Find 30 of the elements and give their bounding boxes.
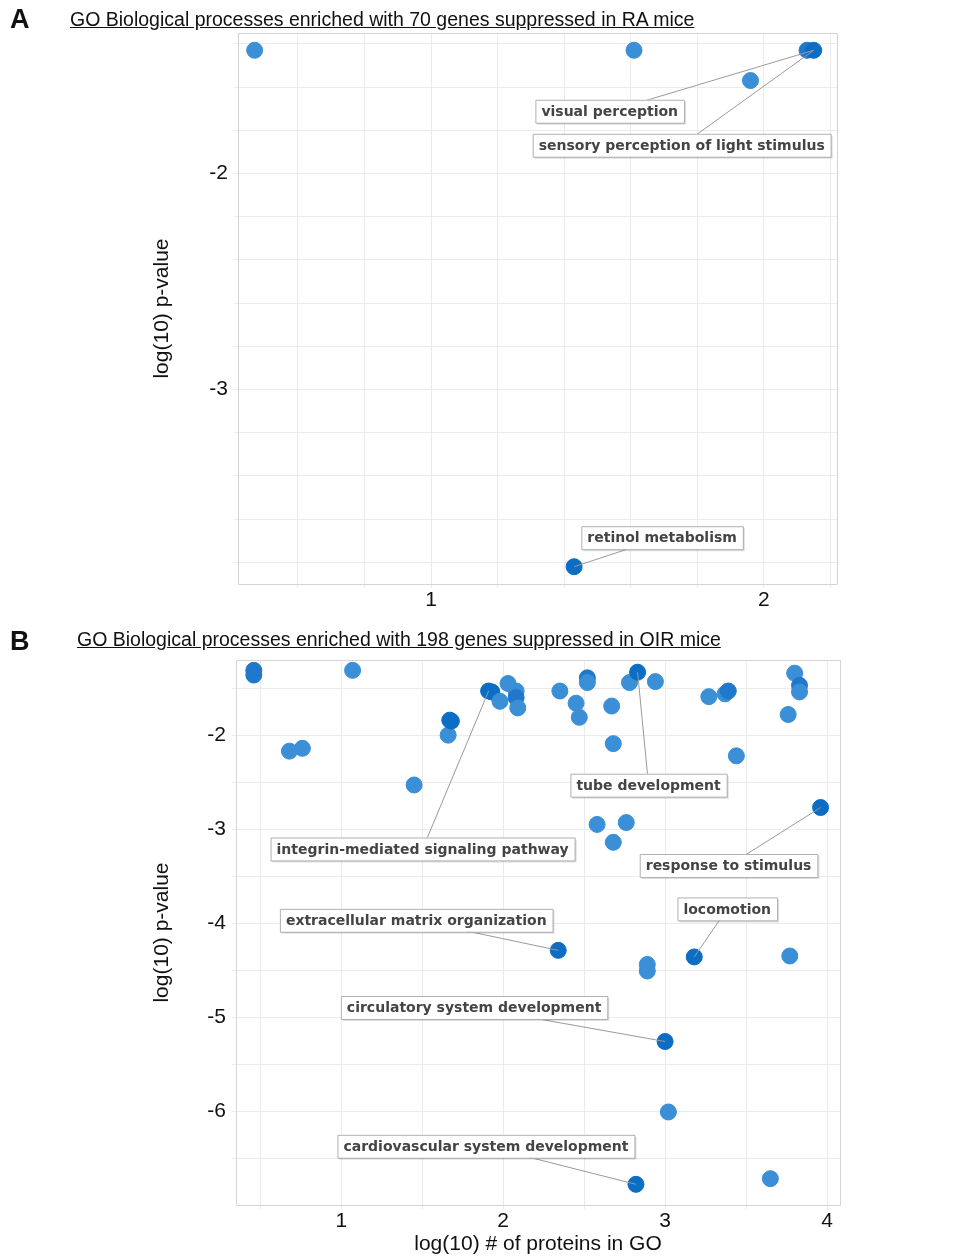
annotation: response to stimulus xyxy=(645,857,812,874)
chart-title: GO Biological processes enriched with 70 genes suppressed in RA mice xyxy=(70,8,695,31)
y-tick-label: -2 xyxy=(207,721,226,745)
x-tick-label: 3 xyxy=(659,1208,671,1232)
y-tick-label: -5 xyxy=(207,1003,226,1027)
annotation: integrin-mediated signaling pathway xyxy=(276,840,569,857)
annotation: extracellular matrix organization xyxy=(285,911,547,928)
text: B xyxy=(10,626,30,657)
y-tick-label: -3 xyxy=(209,376,228,400)
y-axis-title: log(10) p-value xyxy=(149,238,173,379)
y-axis-title: log(10) p-value xyxy=(149,862,173,1003)
annotation: visual perception xyxy=(541,102,679,119)
x-tick-label: 2 xyxy=(757,587,770,611)
x-tick-label: 1 xyxy=(335,1208,348,1232)
chart-title: GO Biological processes enriched with 198 genes suppressed in OIR mice xyxy=(77,628,721,651)
text: A xyxy=(10,4,30,35)
annotation: sensory perception of light stimulus xyxy=(538,136,825,153)
annotation: circulatory system development xyxy=(346,999,602,1016)
annotation: cardiovascular system development xyxy=(343,1137,629,1154)
annotation: retinol metabolism xyxy=(587,529,737,546)
y-tick-label: -2 xyxy=(209,160,228,184)
x-tick-label: 2 xyxy=(497,1208,510,1232)
y-tick-label: -4 xyxy=(207,909,227,933)
annotation: locomotion xyxy=(683,900,772,917)
x-axis-title: log(10) # of proteins in GO xyxy=(414,1231,662,1255)
y-tick-label: -3 xyxy=(207,815,226,839)
annotation: tube development xyxy=(576,776,722,793)
x-tick-label: 4 xyxy=(821,1208,834,1232)
x-tick-label: 1 xyxy=(425,587,437,611)
y-tick-label: -6 xyxy=(207,1097,226,1121)
